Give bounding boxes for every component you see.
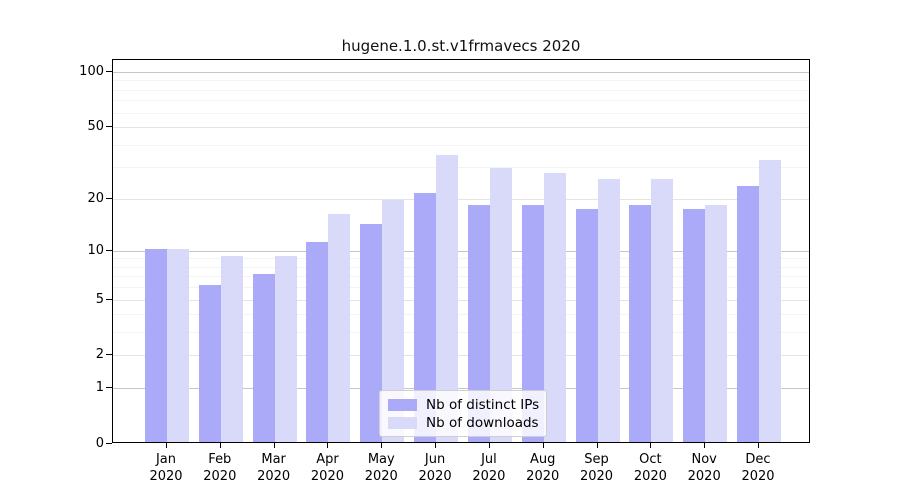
x-tick-label-jul: Jul 2020 <box>472 452 506 484</box>
plot-area <box>112 59 810 443</box>
chart-title: hugene.1.0.st.v1frmavecs 2020 <box>341 37 581 55</box>
y-tick-mark <box>106 298 112 300</box>
x-tick-label-nov: Nov 2020 <box>687 452 721 484</box>
x-tick-mark <box>650 443 652 448</box>
x-tick-mark <box>542 443 544 448</box>
x-tick-mark <box>327 443 329 448</box>
gridline-minor <box>113 266 809 268</box>
x-tick-label-may: May 2020 <box>364 452 398 484</box>
gridline-minor <box>113 167 809 169</box>
gridline-major <box>113 198 809 200</box>
legend-item-distinct-ips: Nb of distinct IPs <box>388 397 540 413</box>
bar-distinct-ips-aug <box>521 204 544 442</box>
bar-distinct-ips-jun <box>414 192 437 442</box>
x-tick-mark <box>166 443 167 448</box>
legend-item-downloads: Nb of downloads <box>388 415 539 431</box>
y-tick-mark <box>106 354 112 356</box>
gridline-minor <box>113 276 809 278</box>
gridline-major <box>113 299 809 301</box>
bar-downloads-jul <box>489 167 512 442</box>
y-tick-label: 2 <box>95 347 104 363</box>
bar-distinct-ips-jan <box>145 248 167 442</box>
bar-distinct-ips-sep <box>575 208 598 442</box>
gridline-minor <box>113 332 809 334</box>
bar-downloads-feb <box>220 256 243 442</box>
bar-downloads-may <box>382 200 405 442</box>
x-tick-mark <box>488 443 490 448</box>
bar-downloads-apr <box>328 213 351 442</box>
bar-distinct-ips-mar <box>252 274 275 442</box>
bar-downloads-dec <box>759 160 781 442</box>
x-tick-mark <box>704 443 706 448</box>
y-tick-mark <box>106 70 112 72</box>
bar-downloads-aug <box>543 173 566 442</box>
y-tick-label: 0 <box>95 436 104 451</box>
x-tick-label-oct: Oct 2020 <box>633 452 667 484</box>
y-tick-mark <box>106 443 112 444</box>
gridline-major <box>113 250 809 252</box>
bar-distinct-ips-apr <box>306 241 329 442</box>
bar-downloads-jun <box>436 155 459 442</box>
gridline-minor <box>113 258 809 260</box>
y-tick-mark <box>106 387 112 389</box>
y-tick-mark <box>106 249 112 251</box>
y-tick-label: 5 <box>95 291 104 307</box>
y-tick-mark <box>106 197 112 199</box>
x-tick-label-mar: Mar 2020 <box>257 452 291 484</box>
legend-swatch-distinct-ips <box>388 399 417 411</box>
x-tick-label-apr: Apr 2020 <box>310 452 344 484</box>
bar-downloads-sep <box>597 179 620 442</box>
gridline-minor <box>113 80 809 82</box>
bar-distinct-ips-feb <box>198 285 221 442</box>
gridline-major <box>113 388 809 390</box>
x-tick-mark <box>219 443 221 448</box>
bar-distinct-ips-nov <box>683 208 706 442</box>
x-tick-mark <box>381 443 383 448</box>
x-tick-label-feb: Feb 2020 <box>203 452 237 484</box>
legend: Nb of distinct IPs Nb of downloads <box>379 390 547 437</box>
bar-downloads-jan <box>167 248 189 442</box>
bar-downloads-nov <box>705 204 728 442</box>
x-tick-label-jun: Jun 2020 <box>418 452 452 484</box>
gridline-major <box>113 355 809 357</box>
y-tick-label: 100 <box>79 63 104 79</box>
x-tick-mark <box>758 443 759 448</box>
gridline-major <box>113 71 809 73</box>
y-tick-label: 20 <box>87 190 104 206</box>
legend-label-downloads: Nb of downloads <box>426 415 539 431</box>
y-tick-label: 50 <box>87 118 104 134</box>
gridline-minor <box>113 89 809 91</box>
y-tick-label: 10 <box>87 242 104 258</box>
bar-distinct-ips-oct <box>629 204 652 442</box>
gridline-minor <box>113 112 809 114</box>
y-tick-mark <box>106 125 112 127</box>
bar-distinct-ips-jul <box>467 204 490 442</box>
bar-downloads-mar <box>274 256 297 442</box>
gridline-minor <box>113 287 809 289</box>
x-tick-label-dec: Dec 2020 <box>741 452 775 484</box>
bar-distinct-ips-dec <box>737 185 759 442</box>
x-tick-label-sep: Sep 2020 <box>579 452 614 484</box>
bar-downloads-oct <box>651 179 674 442</box>
x-tick-label-jan: Jan 2020 <box>149 452 183 484</box>
gridline-major <box>113 126 809 128</box>
bar-distinct-ips-may <box>360 223 383 442</box>
x-tick-label-aug: Aug 2020 <box>526 452 560 484</box>
gridline-minor <box>113 314 809 316</box>
gridline-minor <box>113 144 809 146</box>
legend-swatch-downloads <box>388 417 417 429</box>
x-tick-mark <box>596 443 598 448</box>
x-tick-mark <box>273 443 275 448</box>
legend-label-distinct-ips: Nb of distinct IPs <box>426 397 540 413</box>
x-tick-mark <box>435 443 437 448</box>
y-tick-label: 1 <box>95 380 104 396</box>
gridline-minor <box>113 100 809 102</box>
